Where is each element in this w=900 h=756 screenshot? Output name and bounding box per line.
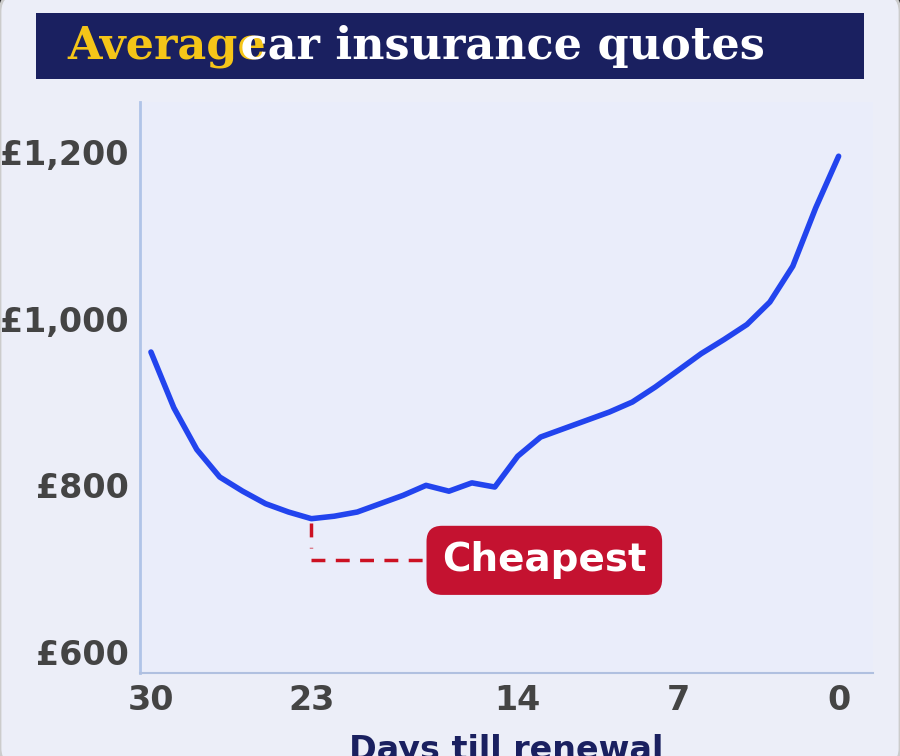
- Text: Average: Average: [68, 25, 266, 67]
- FancyBboxPatch shape: [36, 13, 864, 79]
- Text: Cheapest: Cheapest: [442, 541, 646, 579]
- Text: car insurance quotes: car insurance quotes: [225, 25, 765, 67]
- X-axis label: Days till renewal: Days till renewal: [349, 733, 663, 756]
